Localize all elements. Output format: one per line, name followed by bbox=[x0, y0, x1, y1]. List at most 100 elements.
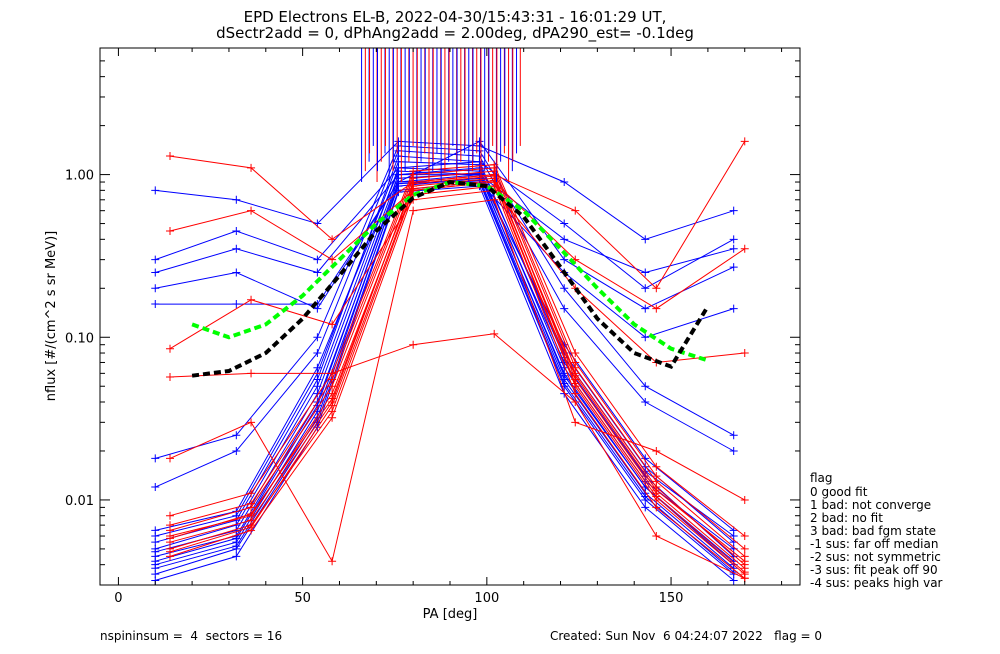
flag-legend: flag 0 good fit 1 bad: not converge 2 ba… bbox=[810, 471, 943, 590]
plot-frame bbox=[99, 47, 801, 586]
data-point-marker bbox=[729, 446, 738, 455]
trace-line bbox=[169, 175, 746, 562]
data-point-marker bbox=[313, 375, 322, 384]
axes: 0 50 100 150 0.01 0.10 1.00 bbox=[65, 47, 801, 606]
data-point-marker bbox=[151, 526, 160, 535]
data-point-marker bbox=[652, 472, 661, 481]
data-point-marker bbox=[490, 195, 499, 204]
trace-line bbox=[155, 140, 734, 310]
data-point-marker bbox=[740, 349, 749, 358]
data-point-marker bbox=[166, 521, 174, 530]
trace-line bbox=[169, 167, 746, 550]
data-point-marker bbox=[232, 195, 241, 204]
data-point-marker bbox=[571, 389, 580, 398]
x-tick-label: 150 bbox=[659, 591, 684, 606]
data-point-marker bbox=[652, 284, 661, 293]
data-point-marker bbox=[652, 503, 661, 512]
data-point-marker bbox=[571, 418, 580, 427]
data-point-marker bbox=[328, 369, 337, 378]
data-point-marker bbox=[166, 454, 174, 463]
data-point-marker bbox=[247, 499, 256, 508]
footer-left: nspininsum = 4 sectors = 16 bbox=[100, 629, 282, 643]
data-point-marker bbox=[729, 576, 738, 585]
data-point-marker bbox=[151, 538, 160, 547]
data-point-marker bbox=[729, 206, 738, 215]
data-point-marker bbox=[560, 371, 569, 380]
data-point-marker bbox=[571, 358, 580, 367]
y-tick-label: 1.00 bbox=[65, 169, 94, 184]
data-point-marker bbox=[247, 523, 256, 532]
data-point-marker bbox=[729, 235, 738, 244]
data-point-marker bbox=[151, 186, 160, 195]
data-point-marker bbox=[166, 547, 174, 556]
data-point-marker bbox=[729, 263, 738, 272]
trace-line bbox=[155, 172, 735, 562]
y-axis-label: nflux [#/(cm^2 s sr MeV)] bbox=[44, 231, 59, 401]
y-tick-label: 0.01 bbox=[65, 494, 94, 509]
data-point-marker bbox=[729, 304, 738, 313]
trace-line bbox=[155, 140, 734, 240]
x-tick-label: 100 bbox=[474, 591, 499, 606]
trace-line bbox=[169, 164, 746, 537]
data-point-marker bbox=[652, 304, 661, 313]
data-point-marker bbox=[740, 495, 749, 504]
data-point-marker bbox=[151, 255, 160, 264]
legend-entry: -3 sus: fit peak off 90 bbox=[810, 563, 938, 577]
legend-entry: -1 sus: far off median bbox=[810, 537, 938, 551]
saturation-spikes bbox=[361, 48, 521, 183]
data-point-marker bbox=[328, 235, 337, 244]
data-point-marker bbox=[571, 349, 580, 358]
chart-title-line2: dSectr2add = 0, dPhAng2add = 2.00deg, dP… bbox=[216, 24, 694, 43]
trace-line bbox=[155, 181, 734, 338]
legend-entry: 2 bad: no fit bbox=[810, 511, 883, 525]
trace-line bbox=[169, 185, 746, 579]
data-point-marker bbox=[313, 304, 322, 313]
data-point-marker bbox=[151, 483, 160, 492]
data-point-marker bbox=[571, 397, 580, 406]
series-group-2 bbox=[166, 137, 749, 583]
data-point-marker bbox=[641, 235, 650, 244]
trace-line bbox=[155, 161, 734, 289]
data-point-marker bbox=[151, 300, 160, 309]
data-point-marker bbox=[560, 284, 569, 293]
data-point-marker bbox=[641, 284, 650, 293]
data-point-marker bbox=[247, 418, 256, 427]
data-point-marker bbox=[151, 454, 160, 463]
trace-line bbox=[155, 145, 734, 459]
data-point-marker bbox=[740, 137, 749, 146]
data-point-marker bbox=[740, 544, 749, 553]
data-point-marker bbox=[409, 184, 418, 193]
data-point-marker bbox=[313, 363, 322, 372]
data-point-marker bbox=[409, 167, 418, 176]
data-point-marker bbox=[475, 157, 484, 166]
data-point-marker bbox=[641, 397, 650, 406]
data-point-marker bbox=[313, 255, 322, 264]
data-point-marker bbox=[409, 340, 418, 349]
data-point-marker bbox=[247, 489, 256, 498]
data-point-marker bbox=[394, 178, 403, 187]
data-point-marker bbox=[232, 534, 241, 543]
data-point-marker bbox=[232, 431, 241, 440]
fit-curve-2 bbox=[191, 179, 709, 363]
data-point-marker bbox=[247, 206, 256, 215]
trace-line bbox=[169, 170, 746, 557]
data-point-marker bbox=[166, 152, 174, 161]
data-point-marker bbox=[166, 372, 174, 381]
x-tick-label: 0 bbox=[114, 591, 122, 606]
data-layer bbox=[151, 48, 749, 585]
data-point-marker bbox=[328, 557, 337, 566]
data-point-marker bbox=[560, 235, 569, 244]
data-point-marker bbox=[641, 382, 650, 391]
data-point-marker bbox=[652, 446, 661, 455]
data-point-marker bbox=[232, 542, 241, 551]
data-point-marker bbox=[151, 268, 160, 277]
data-point-marker bbox=[313, 349, 322, 358]
data-point-marker bbox=[641, 304, 650, 313]
data-point-marker bbox=[313, 333, 322, 342]
data-point-marker bbox=[652, 492, 661, 501]
data-point-marker bbox=[151, 284, 160, 293]
trace-line bbox=[169, 199, 745, 563]
fit-curve-3 bbox=[191, 179, 710, 378]
data-point-marker bbox=[740, 557, 749, 566]
data-point-marker bbox=[166, 344, 174, 353]
